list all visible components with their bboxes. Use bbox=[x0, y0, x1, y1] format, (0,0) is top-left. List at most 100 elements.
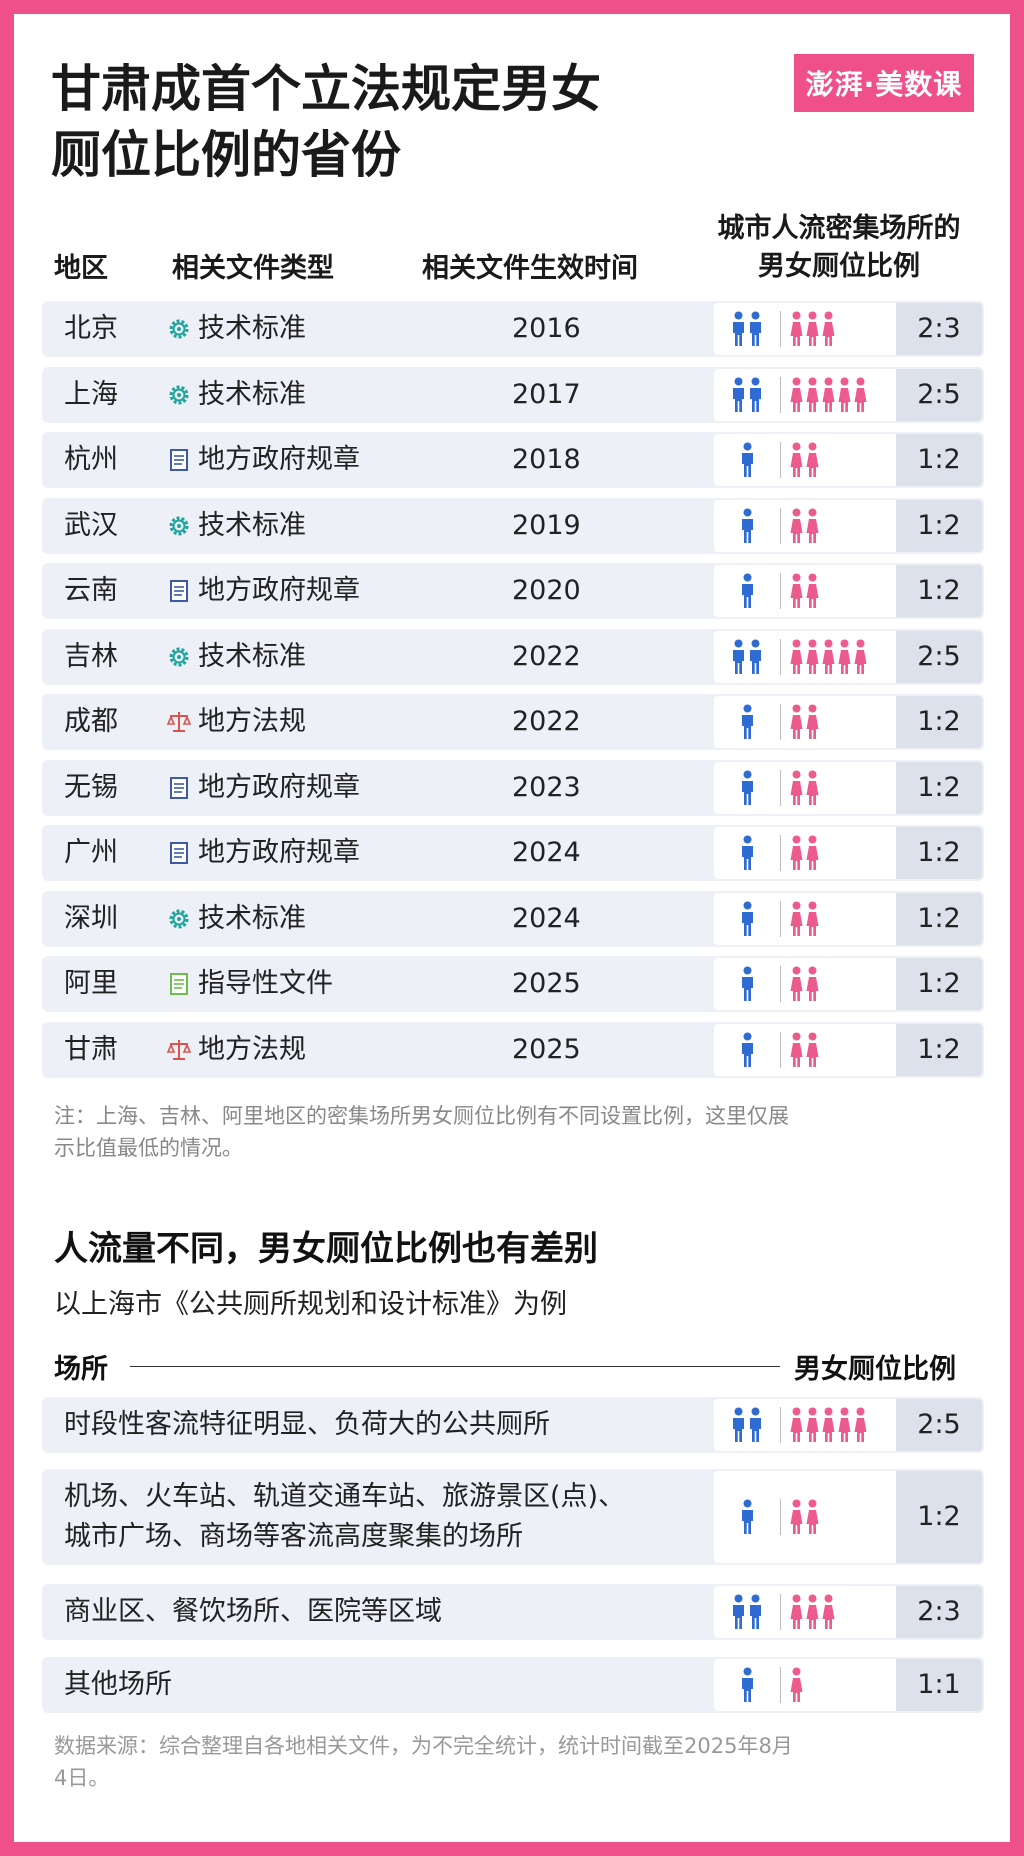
data-source: 数据来源：综合整理自各地相关文件，为不完全统计，统计时间截至2025年8月 4日… bbox=[54, 1730, 1004, 1794]
female-figure-icon bbox=[790, 1032, 803, 1067]
ratio-value: 1:2 bbox=[896, 1023, 982, 1076]
table-row: 广州 地方政府规章 2024 1:2 bbox=[42, 825, 984, 881]
male-figure-icon bbox=[733, 377, 744, 412]
ratio-value: 2:5 bbox=[896, 368, 982, 421]
female-figure-icon bbox=[822, 1594, 835, 1629]
male-figure-icon bbox=[733, 1594, 744, 1629]
header-year: 相关文件生效时间 bbox=[422, 253, 638, 284]
female-figures bbox=[786, 893, 896, 945]
doc-type-label: 地方政府规章 bbox=[198, 444, 360, 475]
male-figures bbox=[714, 1471, 780, 1563]
gear-icon bbox=[169, 909, 189, 928]
doc-type-cell: 技术标准 bbox=[166, 891, 306, 947]
male-figure-icon bbox=[741, 573, 753, 608]
place-label-line: 城市广场、商场等客流高度聚集的场所 bbox=[64, 1521, 523, 1552]
doc-type-cell: 地方政府规章 bbox=[166, 825, 360, 881]
place-row: 机场、火车站、轨道交通车站、旅游景区(点)、 城市广场、商场等客流高度聚集的场所 1… bbox=[42, 1469, 984, 1565]
male-figure-icon bbox=[741, 1032, 753, 1067]
header-ratio-line-2: 男女厕位比例 bbox=[758, 251, 920, 282]
doc-type-label: 技术标准 bbox=[198, 640, 306, 672]
ratio-box: 1:2 bbox=[714, 1471, 982, 1563]
document-icon bbox=[170, 449, 188, 471]
female-figure-icon bbox=[838, 639, 851, 674]
female-figure-icon bbox=[790, 573, 803, 608]
doc-type-label: 地方政府规章 bbox=[198, 575, 360, 606]
ratio-box: 2:5 bbox=[714, 368, 982, 421]
female-figures bbox=[786, 1586, 896, 1638]
year-cell: 2017 bbox=[512, 378, 581, 410]
male-figure-icon bbox=[741, 704, 753, 739]
ratio-value: 1:2 bbox=[896, 434, 982, 486]
ratio-divider bbox=[780, 1594, 781, 1630]
female-figure-icon bbox=[790, 1499, 803, 1534]
infographic-card: 甘肃成首个立法规定男女 厕位比例的省份 澎湃·美数课 地区 相关文件类型 相关文… bbox=[14, 14, 1010, 1842]
male-figures bbox=[714, 893, 780, 945]
doc-type-label: 指导性文件 bbox=[198, 968, 333, 999]
ratio-divider bbox=[780, 442, 781, 478]
section2-title: 人流量不同，男女厕位比例也有差别 bbox=[54, 1229, 598, 1269]
place-row: 时段性客流特征明显、负荷大的公共厕所 2:5 bbox=[42, 1397, 984, 1453]
female-figure-icon bbox=[806, 704, 819, 739]
male-figures bbox=[714, 1659, 780, 1711]
ratio-divider bbox=[780, 507, 781, 544]
place-label: 时段性客流特征明显、负荷大的公共厕所 bbox=[64, 1405, 550, 1445]
year-cell: 2022 bbox=[512, 640, 581, 672]
region-cell: 阿里 bbox=[64, 968, 118, 999]
doc-type-label: 技术标准 bbox=[198, 902, 306, 934]
female-figure-icon bbox=[838, 1407, 851, 1442]
ratio-divider bbox=[780, 311, 781, 347]
male-figure-icon bbox=[741, 770, 753, 805]
female-figure-icon bbox=[790, 311, 803, 346]
ratio-value: 1:2 bbox=[896, 958, 982, 1010]
ratio-divider bbox=[780, 900, 781, 937]
female-figure-icon bbox=[790, 377, 803, 412]
region-cell: 成都 bbox=[64, 706, 118, 737]
ratio-box: 1:2 bbox=[714, 761, 982, 814]
male-figures bbox=[714, 958, 780, 1010]
document-icon bbox=[170, 580, 188, 602]
female-figure-icon bbox=[806, 1032, 819, 1067]
year-cell: 2018 bbox=[512, 444, 581, 475]
ratio-value: 1:2 bbox=[896, 1471, 982, 1563]
header-divider bbox=[130, 1366, 780, 1367]
ratio-value: 1:2 bbox=[896, 565, 982, 617]
female-figures bbox=[786, 500, 896, 552]
doc-type-label: 技术标准 bbox=[198, 378, 306, 410]
doc-type-label: 技术标准 bbox=[198, 509, 306, 541]
male-figure-icon bbox=[750, 1407, 761, 1442]
female-figure-icon bbox=[806, 835, 819, 870]
female-figures bbox=[786, 434, 896, 486]
female-figure-icon bbox=[822, 377, 835, 412]
document-icon bbox=[170, 776, 188, 799]
male-figures bbox=[714, 369, 780, 421]
gear-icon bbox=[169, 385, 189, 404]
female-figure-icon bbox=[806, 966, 819, 1001]
header-ratio: 城市人流密集场所的 男女厕位比例 bbox=[694, 210, 984, 286]
female-figure-icon bbox=[838, 377, 851, 412]
source-line-1: 数据来源：综合整理自各地相关文件，为不完全统计，统计时间截至2025年8月 bbox=[54, 1734, 793, 1758]
gear-icon bbox=[169, 647, 189, 666]
female-figures bbox=[786, 1659, 896, 1711]
place-label-line: 商业区、餐饮场所、医院等区域 bbox=[64, 1596, 442, 1627]
year-cell: 2025 bbox=[512, 1033, 581, 1065]
female-figure-icon bbox=[822, 1407, 835, 1442]
year-cell: 2019 bbox=[512, 509, 581, 541]
table-row: 无锡 地方政府规章 2023 1:2 bbox=[42, 759, 984, 816]
doc-type-cell: 地方政府规章 bbox=[166, 760, 360, 816]
year-cell: 2025 bbox=[512, 968, 581, 999]
ratio-divider bbox=[780, 1031, 781, 1068]
ratio-box: 2:3 bbox=[714, 1586, 982, 1638]
female-figure-icon bbox=[806, 1407, 819, 1442]
male-figures bbox=[714, 1399, 780, 1451]
region-cell: 上海 bbox=[64, 378, 118, 410]
female-figures bbox=[786, 631, 896, 683]
source-line-2: 4日。 bbox=[54, 1766, 110, 1790]
male-figures bbox=[714, 762, 780, 814]
ratio-divider bbox=[780, 573, 781, 609]
doc-type-label: 地方政府规章 bbox=[198, 771, 360, 803]
female-figure-icon bbox=[790, 508, 803, 543]
table-row: 杭州 地方政府规章 2018 1:2 bbox=[42, 432, 984, 488]
region-cell: 广州 bbox=[64, 837, 118, 868]
female-figure-icon bbox=[806, 770, 819, 805]
doc-type-cell: 地方政府规章 bbox=[166, 563, 360, 619]
